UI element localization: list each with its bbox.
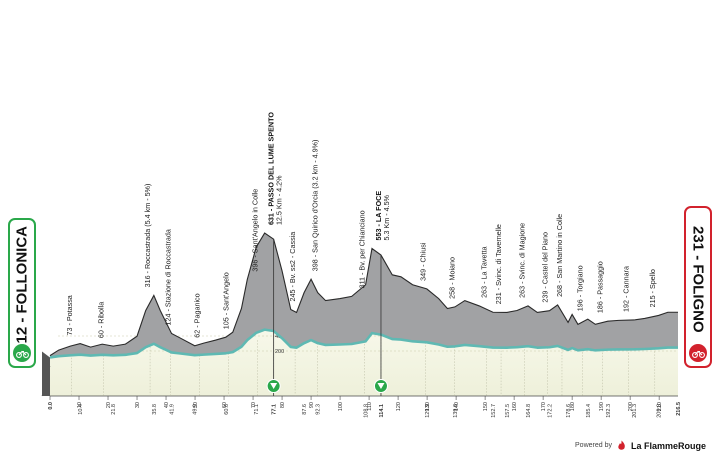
- brand-name: La FlammeRouge: [630, 440, 706, 451]
- waypoint-labels: 73 - Potassa 60 - Ribolla 316 - Roccastrad…: [65, 112, 657, 338]
- axis-tick-label: 40: [164, 402, 170, 408]
- waypoint-km-label: 21.8: [111, 404, 117, 415]
- start-side-face: [42, 351, 50, 396]
- finish-label: 231 - FOLIGNO: [689, 226, 707, 333]
- waypoint-label: 316 - Roccastrada (5.4 km - 5%): [143, 184, 152, 288]
- axis-tick-label: 140: [454, 402, 460, 411]
- waypoint-label: 215 - Spello: [648, 269, 657, 307]
- waypoint-label: 105 - Sant'Angelo: [221, 272, 230, 329]
- elevation-profile: [49, 232, 678, 359]
- powered-by-label: Powered by: [575, 442, 612, 449]
- waypoint-km-label: 41.9: [170, 404, 176, 415]
- kom-climb-info: 5.3 Km - 4.5%: [382, 194, 391, 240]
- axis-tick-label: 30: [135, 402, 141, 408]
- axis-tick-label: 170: [541, 402, 547, 411]
- bicycle-icon: [691, 350, 705, 358]
- waypoint-km-label: 152.7: [491, 404, 497, 418]
- axis-tick-label: 10: [77, 402, 83, 408]
- waypoint-km-label: 178.6: [566, 404, 572, 418]
- axis-tick-label: 150: [483, 402, 489, 411]
- axis-tick-label: 20: [106, 402, 112, 408]
- kom-climb-info: 12.5 Km - 4.2%: [275, 175, 284, 225]
- axis-tick-label: 0.0: [48, 402, 54, 410]
- waypoint-label: 60 - Ribolla: [97, 302, 106, 338]
- waypoint-km-label: 157.5: [505, 404, 511, 418]
- waypoint-km-label: 172.2: [547, 404, 553, 418]
- profile-base-area: [41, 329, 678, 397]
- kom-triangle-icon: [270, 383, 278, 389]
- waypoint-label: 196 - Torgiano: [575, 265, 584, 311]
- waypoint-km-label: 71.1: [254, 404, 260, 415]
- finish-panel: 231 - FOLIGNO: [684, 206, 712, 368]
- waypoint-km-label: 139.6: [453, 404, 459, 418]
- distance-axis: 0.0 10 20 30 40 50 60 70 80 90 100 110 120 130 140 150 1…: [48, 396, 682, 418]
- waypoint-km-label: 60.6: [224, 404, 230, 415]
- waypoint-km-label: 209.8: [657, 404, 663, 418]
- axis-tick-label: 50: [193, 402, 199, 408]
- waypoint-km-label: 185.4: [586, 404, 592, 418]
- waypoint-label: 263 - Svinc. di Magione: [517, 223, 526, 298]
- axis-tick-label: 80: [280, 402, 286, 408]
- waypoint-label: 62 - Paganico: [192, 293, 201, 337]
- start-badge: [13, 344, 31, 362]
- waypoint-label: 231 - Svinc. di Tavernelle: [494, 224, 503, 304]
- waypoint-label: 73 - Potassa: [65, 295, 74, 335]
- waypoint-km-label: 92.3: [316, 404, 322, 415]
- bicycle-icon: [15, 350, 29, 358]
- kom-markers: [266, 239, 388, 396]
- finish-badge: [689, 344, 707, 362]
- waypoint-km-label: 129.9: [425, 404, 431, 418]
- waypoint-label: 553 - LA FOCE: [374, 191, 383, 241]
- waypoint-label: 239 - Castel del Piano: [540, 232, 549, 303]
- profile-front-face: [50, 329, 678, 396]
- axis-tick-label: 100: [338, 402, 344, 411]
- axis-tick-label: 160: [512, 402, 518, 411]
- waypoint-km-label: 108.8: [364, 404, 370, 418]
- waypoint-label: 396 - Sant'Angelo in Colle: [250, 189, 259, 272]
- waypoint-label: 311 - Bv. per Chianciano: [358, 210, 367, 288]
- waypoint-km-label: 77.1: [272, 404, 278, 415]
- waypoint-km-label: 192.3: [606, 404, 612, 418]
- start-panel: 12 - FOLLONICA: [8, 218, 36, 368]
- axis-tick-label: 90: [309, 402, 315, 408]
- waypoint-label: 268 - San Martino in Colle: [555, 214, 564, 297]
- axis-tick-label: 130: [425, 402, 431, 411]
- waypoint-label: 398 - San Quirico d'Orcia (3.2 km - 4.9%…: [311, 140, 320, 272]
- waypoint-label: 258 - Moiano: [448, 257, 457, 299]
- axis-tick-label: 110: [367, 402, 373, 411]
- waypoint-km-label: 35.8: [152, 404, 158, 415]
- waypoint-km-label: 114.1: [379, 404, 385, 417]
- profile-outline: [49, 232, 678, 357]
- axis-tick-label: 180: [570, 402, 576, 411]
- axis-end-label: 216.5: [676, 402, 682, 416]
- altitude-grid-label: 200: [275, 349, 284, 355]
- kom-triangle-icon: [377, 383, 385, 389]
- axis-tick-label: 60: [222, 402, 228, 408]
- waypoint-label: 124 - Stazione di Roccastrada: [163, 229, 172, 325]
- waypoint-label: 263 - La Tavetta: [480, 247, 489, 298]
- waypoint-km-label: 10.4: [78, 404, 84, 415]
- road-line: [49, 328, 678, 359]
- waypoint-label: 349 - Chiusi: [419, 242, 428, 281]
- waypoint-label: 186 - Passaggio: [596, 261, 605, 313]
- flame-icon: [618, 440, 625, 450]
- axis-tick-label: 120: [396, 402, 402, 411]
- axis-tick-label: 190: [599, 402, 605, 411]
- start-label: 12 - FOLLONICA: [13, 226, 31, 344]
- axis-tick-label: 210: [657, 402, 663, 411]
- axis-tick-label: 200: [628, 402, 634, 411]
- waypoint-label: 631 - PASSO DEL LUME SPENTO: [267, 112, 276, 225]
- waypoint-km-label: 49.9: [193, 404, 199, 415]
- waypoint-km-label: 164.8: [526, 404, 532, 418]
- footer-credit: Powered by La FlammeRouge: [575, 440, 706, 451]
- waypoint-km-label: 201.3: [632, 404, 638, 418]
- waypoint-label: 192 - Cannara: [622, 266, 631, 312]
- axis-tick-label: 70: [251, 402, 257, 408]
- profile-top-face: [50, 233, 678, 358]
- waypoint-km-label: 87.6: [302, 404, 308, 415]
- waypoint-label: 245 - Bv. ss2 - Cassia: [288, 232, 297, 302]
